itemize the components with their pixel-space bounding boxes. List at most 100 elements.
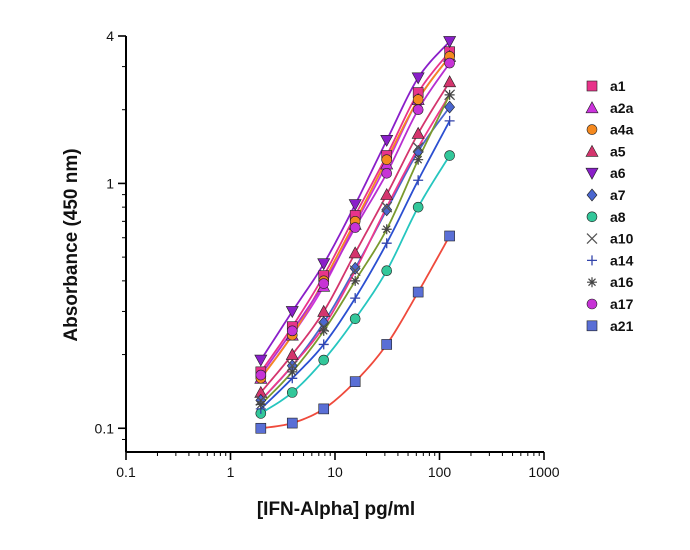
legend-label: a7 (610, 187, 626, 203)
point-a8 (381, 265, 393, 277)
legend-item-a21: a21 (586, 318, 634, 334)
legend-label: a21 (610, 318, 634, 334)
point-a7 (349, 261, 361, 275)
point-a17 (286, 325, 298, 337)
point-a10 (412, 142, 424, 154)
point-a21 (318, 403, 330, 415)
axes: 0.1 1 10 100 1000 0.1 1 4 (95, 28, 560, 480)
point-a5 (348, 246, 362, 259)
point-a16 (318, 325, 329, 336)
point-a6 (317, 258, 331, 271)
legend-label: a5 (610, 143, 626, 159)
point-a21 (255, 422, 267, 434)
legend-item-a14: a14 (587, 252, 634, 268)
legend-label: a1 (610, 78, 626, 94)
y-tick-label: 0.1 (95, 420, 115, 436)
point-a5 (443, 75, 457, 88)
series-a17 (255, 57, 455, 381)
point-a8 (412, 201, 424, 213)
legend-marker-a5 (585, 144, 599, 157)
x-tick-label: 0.1 (116, 464, 136, 480)
point-a21 (381, 339, 393, 350)
legend-label: a17 (610, 296, 634, 312)
point-a6 (380, 135, 394, 147)
fit-curve-a5 (260, 81, 451, 394)
point-a6 (285, 306, 299, 319)
point-a5 (380, 187, 394, 200)
point-a21 (286, 417, 298, 429)
series-a21 (255, 230, 455, 434)
legend-marker-a16 (587, 277, 597, 288)
point-a6 (443, 36, 457, 49)
legend-label: a2a (610, 100, 634, 116)
legend-item-a10: a10 (586, 231, 634, 247)
point-a8 (349, 313, 361, 325)
legend-marker-a6 (585, 167, 599, 180)
point-a14 (318, 339, 329, 350)
point-a14 (381, 238, 392, 249)
point-a7 (381, 203, 393, 217)
point-a21 (412, 286, 424, 298)
point-a16 (381, 224, 392, 235)
point-a17 (255, 369, 267, 381)
point-a7 (444, 100, 456, 114)
legend-label: a8 (610, 209, 626, 225)
legend-label: a14 (610, 252, 634, 268)
series-a6 (254, 36, 457, 367)
point-a6 (348, 199, 362, 212)
legend-marker-a1 (586, 80, 598, 92)
legend-marker-a21 (586, 320, 598, 332)
legend-marker-a7 (586, 188, 598, 202)
data-points (254, 36, 457, 434)
legend-item-a4a: a4a (586, 122, 634, 138)
legend-marker-a8 (586, 211, 598, 223)
point-a21 (444, 230, 455, 242)
legend-marker-a10 (586, 233, 598, 245)
x-tick-label: 1000 (528, 464, 559, 480)
point-a17 (444, 57, 455, 69)
legend-item-a2a: a2a (585, 100, 634, 116)
point-a10 (349, 265, 361, 277)
series-a4a (255, 51, 455, 384)
legend-item-a5: a5 (585, 143, 626, 159)
legend-item-a7: a7 (586, 187, 626, 203)
x-axis-title: [IFN-Alpha] pg/ml (257, 499, 415, 520)
x-tick-label: 100 (428, 464, 452, 480)
point-a17 (381, 167, 393, 179)
point-a4a (381, 154, 393, 165)
legend-item-a16: a16 (587, 274, 634, 290)
y-axis-title: Absorbance (450 nm) (61, 148, 82, 341)
legend-marker-a4a (586, 124, 598, 135)
point-a5 (411, 126, 425, 139)
point-a16 (255, 399, 266, 410)
legend-label: a10 (610, 231, 634, 247)
legend: a1 a2a a4a a5 a6 a7 a8 a10 a14 a16 a17 a21 (585, 78, 634, 334)
point-a6 (411, 72, 425, 85)
y-tick-label: 4 (106, 28, 114, 44)
x-tick-label: 10 (327, 464, 343, 480)
point-a5 (317, 304, 331, 317)
y-tick-label: 1 (106, 175, 114, 191)
point-a4a (412, 94, 424, 105)
legend-marker-a2a (585, 101, 599, 114)
point-a6 (254, 354, 268, 367)
point-a8 (318, 354, 330, 366)
legend-label: a16 (610, 274, 634, 290)
point-a16 (287, 366, 298, 377)
point-a10 (381, 201, 393, 213)
point-a16 (413, 154, 424, 165)
legend-item-a17: a17 (586, 296, 634, 312)
point-a8 (444, 150, 455, 161)
legend-label: a6 (610, 165, 626, 181)
series-a16 (255, 89, 455, 410)
legend-marker-a17 (586, 298, 598, 310)
legend-marker-a14 (587, 255, 597, 266)
point-a16 (444, 89, 455, 100)
point-a17 (349, 222, 361, 233)
legend-item-a8: a8 (586, 209, 626, 225)
point-a14 (413, 175, 424, 186)
legend-item-a6: a6 (585, 165, 626, 181)
point-a21 (349, 376, 361, 387)
point-a14 (350, 293, 361, 304)
